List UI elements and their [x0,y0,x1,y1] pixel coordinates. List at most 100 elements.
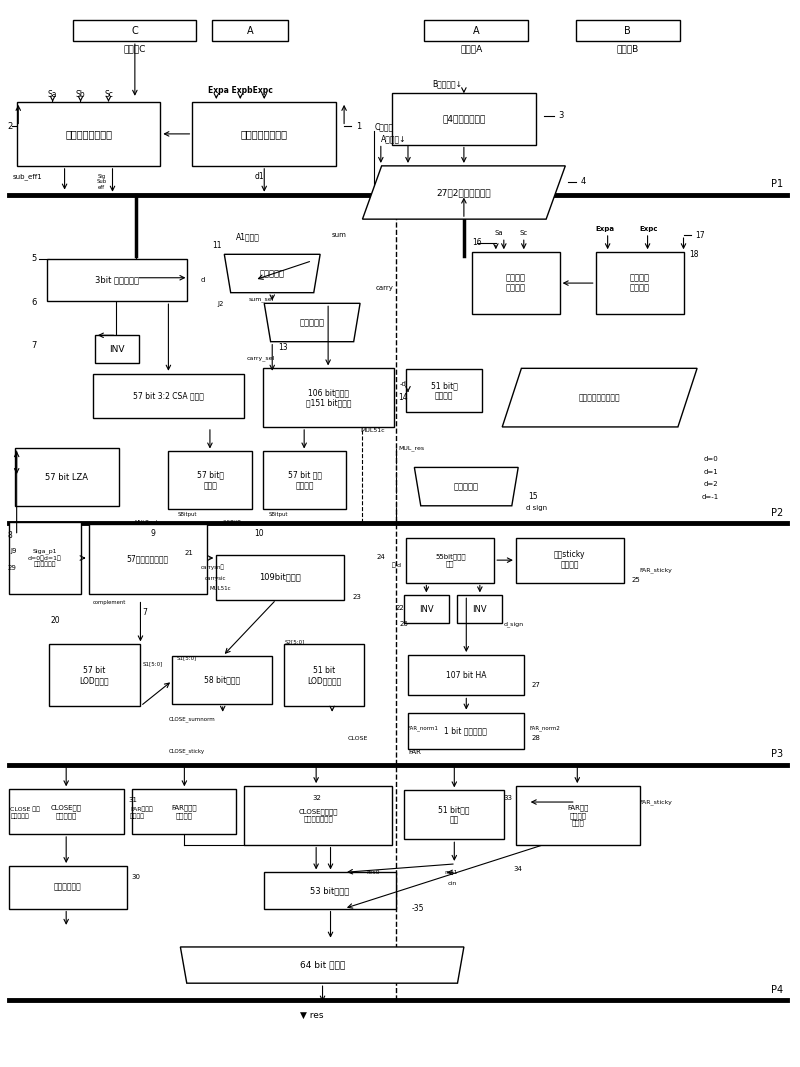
Bar [17,102,161,165]
Text: 22: 22 [395,605,404,611]
Text: 第一选择器: 第一选择器 [260,269,285,278]
Text: 57 bit双
全加器: 57 bit双 全加器 [197,471,224,490]
Bar [284,644,364,706]
Bar [93,373,244,418]
Bar [9,866,127,909]
Text: P3: P3 [771,749,783,760]
Text: 51 bit对
齐移位器: 51 bit对 齐移位器 [431,381,458,400]
Text: sum: sum [332,233,347,238]
Text: 6: 6 [31,298,37,306]
Text: 基4的波戲编码器: 基4的波戲编码器 [442,114,486,124]
Polygon shape [502,368,697,427]
Text: carrysic: carrysic [205,576,226,580]
Text: 32: 32 [312,795,321,800]
Bar [212,20,288,42]
Text: Sb: Sb [76,90,86,99]
Text: FAR_sticky: FAR_sticky [639,567,673,573]
Bar [49,644,141,706]
Text: 第三选择器: 第三选择器 [454,482,478,491]
Text: 9: 9 [151,529,156,538]
Text: Siga_p1
d=0和d=1的
符号处理单元: Siga_p1 d=0和d=1的 符号处理单元 [28,548,62,568]
Text: Sig
Sub
eff: Sig Sub eff [96,174,106,190]
Text: 含入sticky
计算单元: 含入sticky 计算单元 [554,551,586,570]
Text: P2: P2 [771,508,784,517]
Text: 29: 29 [7,564,16,571]
Bar [192,102,336,165]
Polygon shape [224,254,320,292]
Text: carry_sel: carry_sel [246,355,275,361]
Text: MULBput: MULBput [135,521,158,525]
Text: 操作数C: 操作数C [124,44,146,53]
Text: d_sign: d_sign [504,621,524,627]
Text: 第一符号处理单元: 第一符号处理单元 [65,129,112,139]
Text: 27：2的乘法压缩树: 27：2的乘法压缩树 [437,188,491,197]
Bar [404,791,504,840]
Text: C: C [131,26,138,35]
Bar [472,252,560,314]
Text: 55bit对齐移
位器: 55bit对齐移 位器 [435,553,466,568]
Text: FAR_sticky: FAR_sticky [639,799,673,805]
Text: A: A [247,26,254,35]
Text: 27: 27 [532,682,541,688]
Text: d=2: d=2 [703,481,718,488]
Text: 3bit 对齐移位器: 3bit 对齐移位器 [95,275,139,285]
Polygon shape [414,467,518,506]
Text: cin: cin [448,880,457,886]
Text: 3: 3 [558,111,563,121]
Text: 第一指数处理单元: 第一指数处理单元 [241,129,288,139]
Text: A的尾数↓: A的尾数↓ [381,134,406,144]
Text: INV: INV [419,605,434,614]
Text: 第二符号
处理单元: 第二符号 处理单元 [506,273,526,292]
Text: P4: P4 [771,985,783,994]
Text: A1的尾数: A1的尾数 [236,233,260,242]
Bar [596,252,683,314]
Bar [169,451,252,509]
Bar [424,20,528,42]
Text: 51 bit
LOD编码器算: 51 bit LOD编码器算 [307,666,342,685]
Text: sum_sel: sum_sel [248,297,274,302]
Text: MUL51c: MUL51c [360,428,385,432]
Text: 26: 26 [400,621,409,627]
Text: SBitput: SBitput [268,512,288,516]
Text: ▼ res: ▼ res [301,1010,324,1020]
Text: Expc: Expc [639,226,658,232]
Text: 17: 17 [695,230,705,240]
Text: S1[5:0]: S1[5:0] [176,656,197,660]
Text: 51 bit双全
加器: 51 bit双全 加器 [438,806,470,825]
Bar [516,786,639,845]
Text: 30: 30 [132,874,141,879]
Text: 第二指数
处理单元: 第二指数 处理单元 [630,273,650,292]
Text: -35: -35 [412,904,425,913]
Text: d1: d1 [254,172,264,181]
Text: 106 bit全加器
和151 bit补码器: 106 bit全加器 和151 bit补码器 [306,388,351,408]
Text: 57 bit
LOD编码器: 57 bit LOD编码器 [80,666,110,685]
Bar [576,20,679,42]
Text: Expa: Expa [596,226,614,232]
Text: J2: J2 [218,301,224,307]
Text: sub_eff1: sub_eff1 [13,173,42,180]
Polygon shape [362,165,566,219]
Text: A: A [473,26,479,35]
Bar [406,538,494,583]
Text: Sc: Sc [104,90,113,99]
Text: 第二选择器: 第二选择器 [300,318,325,327]
Text: 操作数B: 操作数B [617,44,638,53]
Bar [89,524,206,594]
Text: C的尾数: C的尾数 [374,122,394,131]
Bar [392,94,536,144]
Text: 指数计算单元: 指数计算单元 [54,882,82,892]
Text: Sa: Sa [48,90,58,99]
Text: 5: 5 [31,254,36,264]
Text: carry: carry [376,285,394,291]
Text: 58 bit移位器: 58 bit移位器 [204,675,240,685]
Text: 23: 23 [352,594,361,601]
Text: CLOSE_sticky: CLOSE_sticky [169,748,205,753]
Text: 18: 18 [689,250,698,259]
Text: CLOSE: CLOSE [347,735,368,740]
Bar [172,656,272,704]
Bar [408,655,524,696]
Text: FAR_norm2: FAR_norm2 [530,726,560,731]
Text: 4: 4 [581,177,586,187]
Bar [95,335,139,363]
Bar [133,790,236,834]
